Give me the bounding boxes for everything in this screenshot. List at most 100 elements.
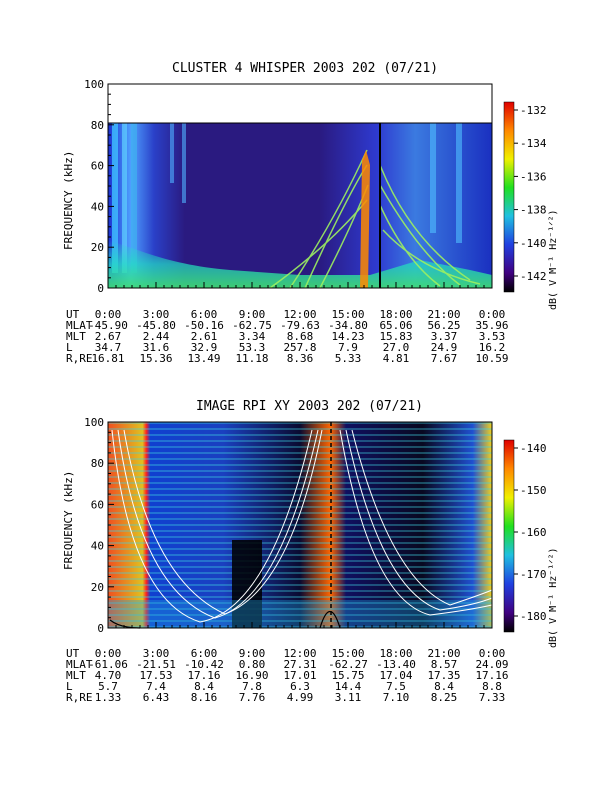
ephemeris-value: 4.81 — [382, 352, 410, 365]
ephemeris-label: UT — [66, 647, 80, 660]
ephemeris-value: 2.44 — [142, 330, 170, 343]
ephemeris-value: 15:00 — [331, 647, 365, 660]
ephemeris-value: 2.61 — [190, 330, 218, 343]
ephemeris-value: 4.99 — [286, 691, 314, 704]
panel1-streak — [131, 123, 137, 273]
ephemeris-value: 16.2 — [478, 341, 506, 354]
ephemeris-value: 0:00 — [94, 308, 122, 321]
ephemeris-value: 24.9 — [430, 341, 458, 354]
ephemeris-value: 27.31 — [283, 658, 317, 671]
ephemeris-value: 8.4 — [194, 680, 214, 693]
y-tick-label: 40 — [91, 200, 104, 213]
ephemeris-label: R,RE — [66, 691, 93, 704]
ephemeris-value: 34.7 — [94, 341, 122, 354]
y-tick-label: 60 — [91, 498, 104, 511]
ephemeris-label: MLAT — [66, 658, 93, 671]
ephemeris-value: 7.67 — [430, 352, 458, 365]
ephemeris-value: 17.01 — [283, 669, 317, 682]
ephemeris-label: R,RE — [66, 352, 93, 365]
y-tick-label: 60 — [91, 160, 104, 173]
panel2-white-curves — [111, 429, 493, 623]
ephemeris-value: 11.18 — [235, 352, 269, 365]
panel1-ylabel: FREQUENCY (kHz) — [62, 151, 75, 250]
ephemeris-value: 15:00 — [331, 308, 365, 321]
ephemeris-value: 13.49 — [187, 352, 221, 365]
ephemeris-label: L — [66, 341, 73, 354]
ephemeris-value: 65.06 — [379, 319, 413, 332]
y-tick-label: 0 — [97, 622, 104, 635]
panel1-ephemeris-table: UT 0:00 3:00 6:00 9:00 12:00 15:00 18:00 21:00 0:… — [66, 309, 576, 369]
ephemeris-value: 3.11 — [334, 691, 362, 704]
ephemeris-value: 257.8 — [283, 341, 317, 354]
panel2-stripe-overlay — [108, 422, 492, 628]
ephemeris-value: 15.75 — [331, 669, 365, 682]
ephemeris-value: -62.75 — [232, 319, 272, 332]
ephemeris-label: L — [66, 680, 73, 693]
ephemeris-value: 35.96 — [475, 319, 509, 332]
ephemeris-value: 6.3 — [290, 680, 310, 693]
y-tick-label: 40 — [91, 540, 104, 553]
ephemeris-value: 3.37 — [430, 330, 458, 343]
ephemeris-value: 6.43 — [142, 691, 170, 704]
ephemeris-value: 16.90 — [235, 669, 269, 682]
panel1-streak — [170, 123, 174, 183]
panel2-colorbar — [503, 439, 515, 633]
y-tick-label: 20 — [91, 241, 104, 254]
panel1-colorbar-ticks: -132 -134 -136 -138 -140 -142 — [514, 104, 547, 283]
ephemeris-value: 3:00 — [142, 647, 170, 660]
panel2-colorbar-label: dB( V M⁻¹ Hz⁻¹ᐟ²) — [548, 547, 559, 648]
ephemeris-value: 56.25 — [427, 319, 461, 332]
colorbar-tick-label: -180 — [520, 610, 547, 623]
ephemeris-value: 0:00 — [94, 647, 122, 660]
ephemeris-value: 12:00 — [283, 308, 317, 321]
ephemeris-value: 9:00 — [238, 647, 266, 660]
ephemeris-value: 10.59 — [475, 352, 509, 365]
colorbar-tick-label: -150 — [520, 484, 547, 497]
y-tick-label: 100 — [84, 78, 104, 91]
ephemeris-value: 0:00 — [478, 308, 506, 321]
y-tick-label: 20 — [91, 581, 104, 594]
ephemeris-value: 5.33 — [334, 352, 362, 365]
panel1-lowband — [108, 240, 492, 288]
ephemeris-value: 0.80 — [238, 658, 266, 671]
ephemeris-value: 17.04 — [379, 669, 413, 682]
ephemeris-value: 17.53 — [139, 669, 173, 682]
ephemeris-value: 3.34 — [238, 330, 266, 343]
panel1-y-ticks: 0 20 40 60 80 100 — [84, 78, 114, 295]
ephemeris-value: 17.16 — [187, 669, 221, 682]
ephemeris-value: -45.90 — [88, 319, 128, 332]
ephemeris-value: 7.10 — [382, 691, 410, 704]
ephemeris-value: 32.9 — [190, 341, 218, 354]
ephemeris-label: MLAT — [66, 319, 93, 332]
ephemeris-value: 6:00 — [190, 308, 218, 321]
ephemeris-value: 7.76 — [238, 691, 266, 704]
ephemeris-value: 17.16 — [475, 669, 509, 682]
ephemeris-value: 8.57 — [430, 658, 458, 671]
colorbar-tick-label: -136 — [520, 170, 547, 183]
ephemeris-value: -79.63 — [280, 319, 320, 332]
y-tick-label: 0 — [97, 282, 104, 295]
ephemeris-value: 9:00 — [238, 308, 266, 321]
ephemeris-value: 18:00 — [379, 308, 413, 321]
panel1-peak — [360, 150, 370, 288]
ephemeris-value: 4.70 — [94, 669, 122, 682]
panel1-title: CLUSTER 4 WHISPER 2003 202 (07/21) — [172, 61, 439, 76]
ephemeris-value: 7.4 — [146, 680, 166, 693]
panel1-streak — [430, 123, 436, 233]
ephemeris-value: 6:00 — [190, 647, 218, 660]
ephemeris-value: -50.16 — [184, 319, 224, 332]
panel2-x-ticks — [107, 622, 493, 628]
ephemeris-value: 8.16 — [190, 691, 218, 704]
panel1-streak — [182, 123, 186, 203]
ephemeris-value: 17.35 — [427, 669, 461, 682]
ephemeris-value: 15.36 — [139, 352, 173, 365]
ephemeris-value: 0:00 — [478, 647, 506, 660]
colorbar-tick-label: -134 — [520, 137, 547, 150]
ephemeris-value: 53.3 — [238, 341, 266, 354]
colorbar-tick-label: -170 — [520, 568, 547, 581]
panel2-title: IMAGE RPI XY 2003 202 (07/21) — [196, 399, 423, 414]
y-tick-label: 80 — [91, 119, 104, 132]
ephemeris-value: 12:00 — [283, 647, 317, 660]
y-tick-label: 100 — [84, 416, 104, 429]
